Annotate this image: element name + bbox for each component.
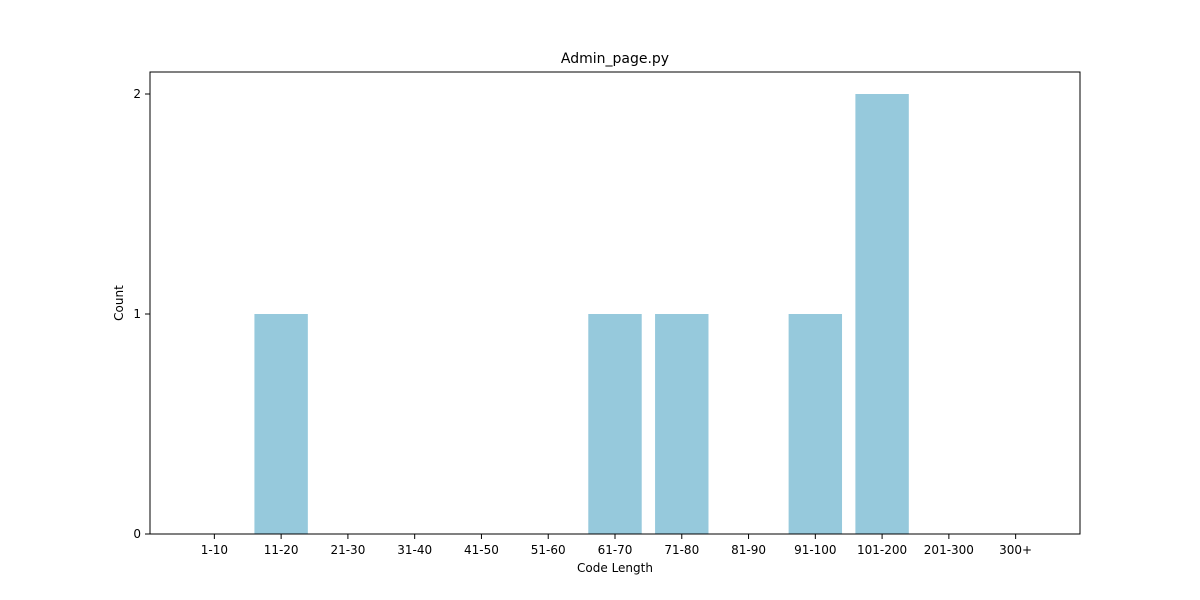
x-tick-label: 11-20 bbox=[264, 543, 299, 557]
bar-11-20 bbox=[254, 314, 308, 534]
bar-71-80 bbox=[655, 314, 709, 534]
x-tick-label: 101-200 bbox=[857, 543, 907, 557]
y-axis-ticks: 0 1 2 bbox=[133, 87, 150, 541]
x-tick-label: 51-60 bbox=[531, 543, 566, 557]
x-tick-label: 21-30 bbox=[330, 543, 365, 557]
x-tick-label: 61-70 bbox=[598, 543, 633, 557]
x-tick-label: 41-50 bbox=[464, 543, 499, 557]
x-tick-label: 71-80 bbox=[664, 543, 699, 557]
x-tick-label: 1-10 bbox=[201, 543, 228, 557]
y-axis-label: Count bbox=[112, 285, 126, 321]
y-tick-label: 1 bbox=[133, 307, 141, 321]
y-tick-label: 2 bbox=[133, 87, 141, 101]
bars-group bbox=[254, 94, 909, 534]
x-tick-label: 81-90 bbox=[731, 543, 766, 557]
y-tick-label: 0 bbox=[133, 527, 141, 541]
x-tick-label: 91-100 bbox=[794, 543, 837, 557]
x-tick-label: 31-40 bbox=[397, 543, 432, 557]
x-axis-ticks: 1-10 11-20 21-30 31-40 41-50 51-60 61-70 71-80 8… bbox=[201, 534, 1032, 557]
plot-frame bbox=[149, 71, 1081, 535]
x-axis-label: Code Length bbox=[577, 561, 653, 575]
bar-101-200 bbox=[855, 94, 909, 534]
bar-91-100 bbox=[788, 314, 843, 534]
x-tick-label: 300+ bbox=[999, 543, 1032, 557]
x-tick-label: 201-300 bbox=[924, 543, 974, 557]
bar-61-70 bbox=[588, 314, 642, 534]
chart-title: Admin_page.py bbox=[561, 51, 669, 67]
